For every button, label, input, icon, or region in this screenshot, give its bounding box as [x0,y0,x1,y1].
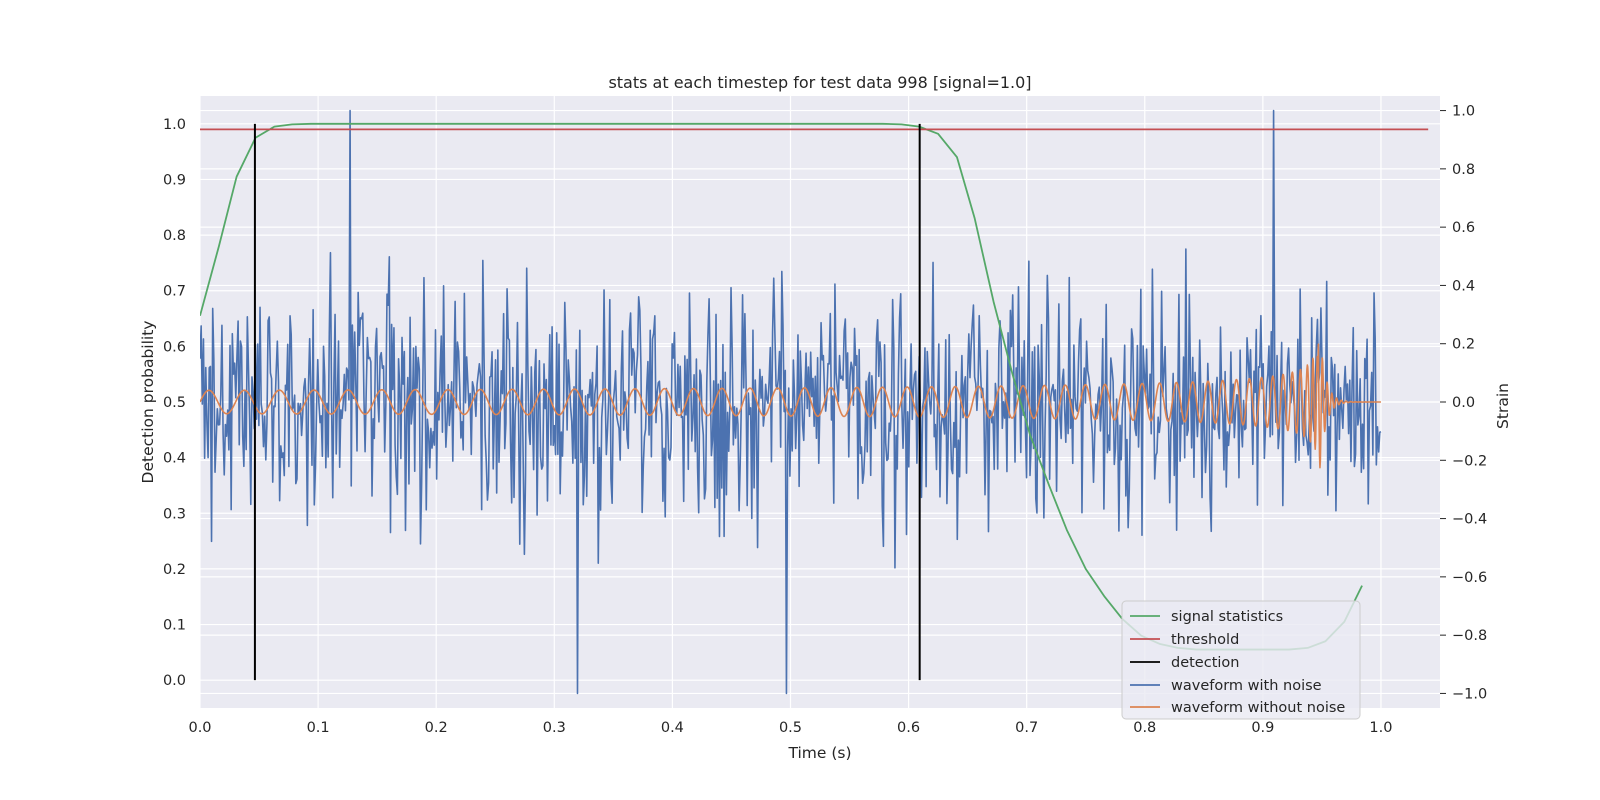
x-tick-label: 1.0 [1369,720,1392,736]
legend-label-threshold: threshold [1171,632,1239,648]
y-right-tick-label: −0.4 [1452,512,1487,528]
y-left-tick-label: 0.3 [163,506,186,522]
legend-label-signal-statistics: signal statistics [1171,609,1283,625]
y-right-tick-label: −1.0 [1452,686,1487,702]
chart-title: stats at each timestep for test data 998… [608,73,1031,92]
x-axis-label: Time (s) [787,744,851,762]
y-left-tick-label: 0.8 [163,228,186,244]
legend-label-detection: detection [1171,655,1239,671]
x-tick-label: 0.4 [661,720,684,736]
y-left-tick-label: 0.9 [163,172,186,188]
y-left-tick-label: 0.2 [163,562,186,578]
legend-label-waveform-without-noise: waveform without noise [1171,700,1345,716]
y-right-tick-label: −0.6 [1452,570,1487,586]
legend-box [1121,600,1361,720]
legend: signal statistics threshold detection wa… [1121,600,1361,720]
y-right-tick-label: 0.6 [1452,220,1475,236]
y-axis-left-label: Detection probability [139,321,157,484]
y-right-tick-label: 0.4 [1452,278,1475,294]
y-left-tick-label: 0.5 [163,395,186,411]
y-left-tick-label: 0.6 [163,339,186,355]
y-left-tick-label: 1.0 [163,117,186,133]
y-left-tick-label: 0.0 [163,673,186,689]
x-tick-label: 0.8 [1133,720,1156,736]
series-layer [200,109,1429,695]
y-right-tick-label: 0.8 [1452,162,1475,178]
y-axis-left: 0.0 0.1 0.2 0.3 0.4 0.5 0.6 0.7 0.8 0.9 1.0 [163,117,186,689]
legend-label-waveform-with-noise: waveform with noise [1171,678,1322,694]
y-right-tick-label: 0.0 [1452,395,1475,411]
x-tick-label: 0.5 [779,720,802,736]
x-tick-label: 0.7 [1015,720,1038,736]
x-tick-label: 0.1 [307,720,330,736]
x-tick-label: 0.6 [897,720,920,736]
x-tick-label: 0.0 [188,720,211,736]
x-tick-label: 0.9 [1251,720,1274,736]
x-tick-label: 0.3 [543,720,566,736]
y-left-tick-label: 0.7 [163,284,186,300]
y-right-tick-label: −0.8 [1452,628,1487,644]
waveform-with-noise-line [200,109,1382,695]
x-axis: 0.0 0.1 0.2 0.3 0.4 0.5 0.6 0.7 0.8 0.9 1.0 [188,720,1392,736]
y-axis-right: −1.0 −0.8 −0.6 −0.4 −0.2 0.0 0.2 0.4 0.6 0.8 1.0 [1440,104,1487,702]
y-axis-right-label: Strain [1494,383,1512,429]
y-right-tick-label: 1.0 [1452,104,1475,120]
y-left-tick-label: 0.4 [163,451,186,467]
y-right-tick-label: 0.2 [1452,337,1475,353]
waveform-without-noise-line [200,343,1382,469]
y-right-tick-label: −0.2 [1452,453,1487,469]
x-tick-label: 0.2 [425,720,448,736]
y-left-tick-label: 0.1 [163,618,186,634]
